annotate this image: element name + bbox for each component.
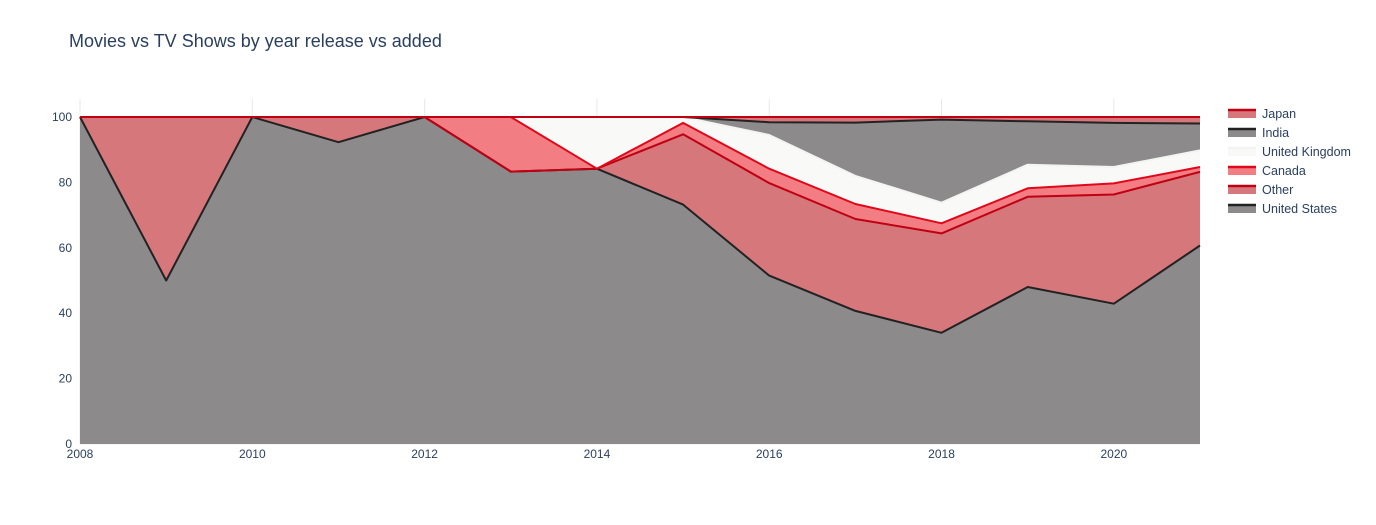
x-tick-label: 2012 [411,447,438,461]
area-united-states [80,117,1200,444]
area-other [80,117,1200,333]
x-tick-label: 2018 [928,447,955,461]
area-japan [80,117,1200,124]
x-tick-label: 2010 [239,447,266,461]
legend-label: Other [1262,183,1293,197]
legend-label: United States [1262,202,1337,216]
legend-swatch [1228,147,1256,156]
legend-item-japan[interactable]: Japan [1228,107,1296,121]
x-tick-label: 2014 [584,447,611,461]
legend-swatch [1228,109,1256,118]
area-india [80,117,1200,203]
x-tick-label: 2008 [67,447,94,461]
y-tick-label: 40 [59,306,73,320]
line-united-states [79,116,1201,334]
legend[interactable]: Japan India United Kingdom Canada Other Unite… [1228,107,1351,216]
legend-item-other[interactable]: Other [1228,183,1293,197]
legend-label: India [1262,126,1289,140]
chart-title: Movies vs TV Shows by year release vs ad… [69,31,442,51]
legend-item-united-states[interactable]: United States [1228,202,1337,216]
legend-item-canada[interactable]: Canada [1228,164,1306,178]
legend-item-united-kingdom[interactable]: United Kingdom [1228,145,1351,159]
series-lines [79,116,1201,334]
x-tick-label: 2016 [756,447,783,461]
area-series [80,117,1200,444]
x-tick-label: 2020 [1100,447,1127,461]
legend-swatch [1228,204,1256,213]
legend-swatch [1228,128,1256,137]
legend-label: United Kingdom [1262,145,1351,159]
axes: 0 20 40 60 80 100 2008 2010 2012 2014 2016 2018 2020 [52,110,1128,461]
legend-label: Canada [1262,164,1306,178]
y-tick-label: 0 [65,437,72,451]
legend-item-india[interactable]: India [1228,126,1289,140]
y-tick-label: 20 [59,372,73,386]
legend-swatch [1228,166,1256,175]
legend-swatch [1228,185,1256,194]
y-tick-label: 100 [52,110,72,124]
legend-label: Japan [1262,107,1296,121]
y-tick-label: 60 [59,241,73,255]
y-tick-label: 80 [59,175,73,189]
